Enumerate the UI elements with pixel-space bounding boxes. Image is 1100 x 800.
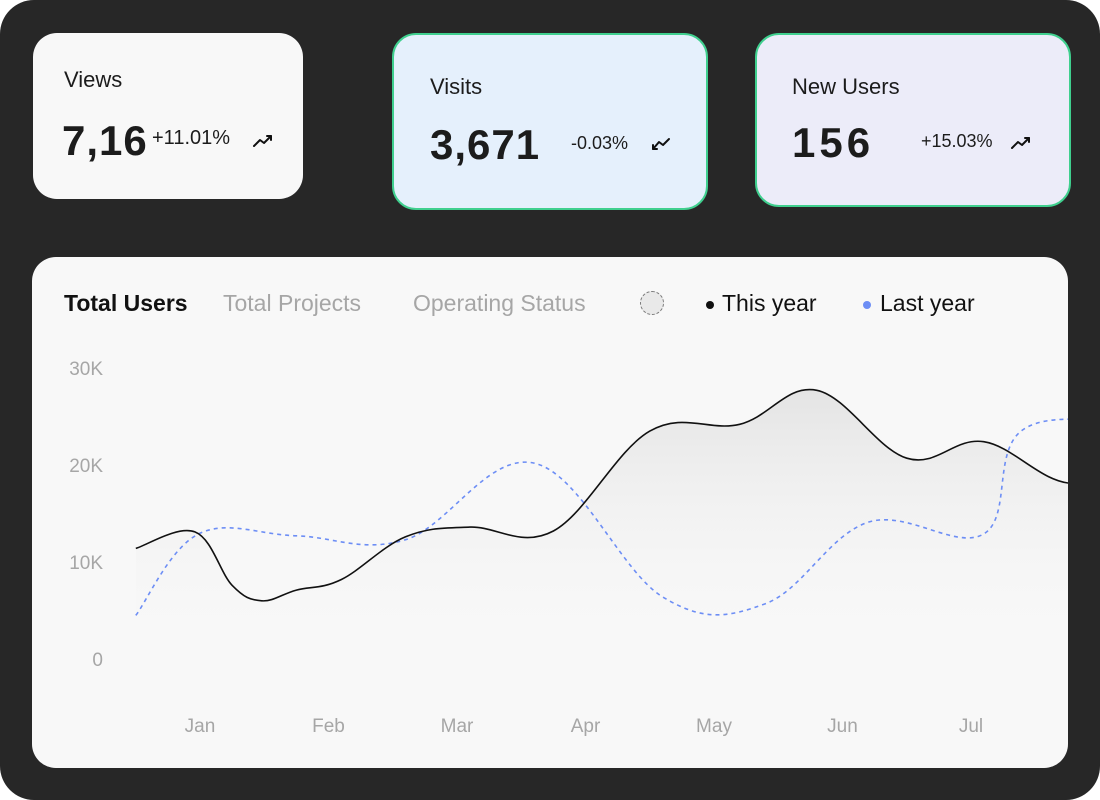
x-tick-label: Apr: [571, 716, 601, 737]
x-tick-label: Jan: [185, 716, 216, 737]
y-tick-label: 0: [92, 650, 103, 671]
trend-up-icon: [1011, 137, 1030, 149]
legend-last-year[interactable]: Last year: [880, 290, 975, 316]
legend-dot-this-year: [706, 301, 714, 309]
stat-value: 3,671: [430, 121, 541, 168]
trend-up-icon: [253, 135, 272, 147]
y-axis: 0 10K 20K 30K: [69, 359, 103, 671]
last-year-line: [135, 418, 1068, 616]
x-tick-label: May: [696, 716, 732, 737]
stat-change: -0.03%: [571, 133, 629, 153]
stat-change: +15.03%: [921, 131, 993, 151]
users-line-chart: 0 10K 20K 30K Jan Feb Mar Apr May Jun Jul: [69, 359, 1068, 737]
stat-value: 156: [792, 119, 875, 166]
stat-value: 7,16: [62, 117, 148, 164]
stat-label: Visits: [430, 74, 483, 99]
tab-total-projects[interactable]: Total Projects: [223, 290, 362, 316]
y-tick-label: 10K: [69, 553, 103, 574]
x-tick-label: Jun: [827, 716, 858, 737]
stat-card-visits: Visits 3,671 -0.03%: [392, 33, 708, 210]
legend-dot-last-year: [863, 301, 871, 309]
legend-this-year[interactable]: This year: [722, 290, 817, 316]
x-tick-label: Mar: [441, 716, 474, 737]
y-tick-label: 20K: [69, 456, 103, 477]
stat-change: +11.01%: [152, 127, 231, 149]
y-tick-label: 30K: [69, 359, 103, 380]
stat-label: New Users: [792, 74, 900, 99]
stat-card-new-users: New Users 156 +15.03%: [755, 33, 1071, 207]
x-axis: Jan Feb Mar Apr May Jun Jul: [185, 716, 983, 737]
tab-operating-status[interactable]: Operating Status: [413, 290, 586, 316]
this-year-line: [135, 388, 1068, 602]
tab-total-users[interactable]: Total Users: [64, 290, 188, 316]
status-indicator-icon: [640, 291, 664, 315]
x-tick-label: Feb: [312, 716, 345, 737]
this-year-area: [135, 389, 1068, 659]
chart-panel: 0 10K 20K 30K Jan Feb Mar Apr May Jun Jul Total U…: [32, 257, 1068, 768]
stat-label: Views: [64, 67, 123, 92]
stat-card-views: Views 7,16 +11.01%: [33, 33, 303, 199]
x-tick-label: Jul: [959, 716, 983, 737]
trend-down-icon: [652, 138, 670, 150]
